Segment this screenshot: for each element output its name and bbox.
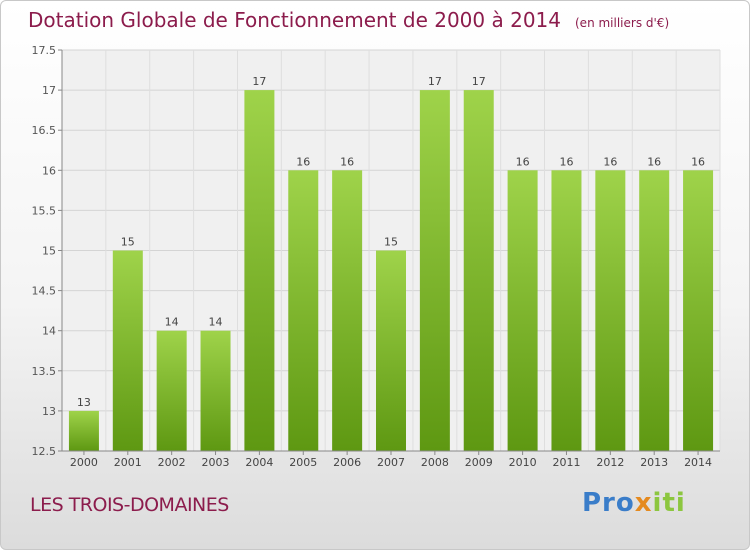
- bar: [419, 90, 450, 451]
- x-tick-label: 2006: [333, 456, 361, 469]
- bar-value-label: 17: [472, 75, 486, 88]
- y-tick-label: 16: [42, 164, 56, 177]
- bar: [68, 410, 99, 451]
- y-tick-label: 14.5: [32, 285, 57, 298]
- x-tick-label: 2012: [596, 456, 624, 469]
- x-tick-label: 2000: [70, 456, 98, 469]
- x-tick-label: 2011: [552, 456, 580, 469]
- bar-value-label: 14: [209, 316, 223, 329]
- x-tick-label: 2013: [640, 456, 668, 469]
- axes: 12.5 13 13.5 14 14.5 15 15.5 16 16.5 17 17.5 2000 20…: [32, 44, 720, 469]
- x-tick-label: 2004: [245, 456, 273, 469]
- y-tick-label: 17: [42, 84, 56, 97]
- x-tick-label: 2002: [158, 456, 186, 469]
- bar-value-label: 13: [77, 396, 91, 409]
- bar-value-label: 16: [340, 155, 354, 168]
- bar: [551, 170, 582, 452]
- bar: [200, 330, 231, 451]
- bar-value-label: 17: [252, 75, 266, 88]
- proxiti-logo[interactable]: Proxiti: [582, 488, 686, 518]
- bar: [156, 330, 187, 451]
- y-tick-label: 14: [42, 325, 56, 338]
- bar-value-label: 15: [384, 236, 398, 249]
- x-tick-label: 2005: [289, 456, 317, 469]
- place-name: LES TROIS-DOMAINES: [30, 494, 229, 516]
- bar: [112, 250, 143, 451]
- bar-value-label: 16: [516, 155, 530, 168]
- y-tick-label: 16.5: [32, 124, 57, 137]
- x-tick-label: 2014: [684, 456, 712, 469]
- logo-part-3: iti: [652, 488, 686, 518]
- y-tick-label: 13: [42, 405, 56, 418]
- chart-subtitle: (en milliers d'€): [575, 16, 670, 30]
- bar-value-label: 17: [428, 75, 442, 88]
- bar: [376, 250, 406, 451]
- x-tick-label: 2003: [202, 456, 230, 469]
- bar: [463, 90, 494, 451]
- y-tick-label: 15.5: [32, 204, 57, 217]
- chart-title: Dotation Globale de Fonctionnement de 20…: [28, 8, 669, 32]
- chart-title-text: Dotation Globale de Fonctionnement de 20…: [28, 8, 561, 32]
- bar-value-label: 16: [559, 155, 573, 168]
- logo-part-2: x: [634, 488, 653, 518]
- y-tick-label: 17.5: [32, 44, 57, 57]
- bar: [332, 170, 363, 452]
- y-tick-label: 13.5: [32, 365, 57, 378]
- bar-value-label: 16: [296, 155, 310, 168]
- bar-value-label: 16: [603, 155, 617, 168]
- logo-part-1: Pro: [582, 488, 635, 518]
- bar-value-label: 16: [647, 155, 661, 168]
- y-tick-label: 12.5: [32, 445, 57, 458]
- bar: [507, 170, 538, 452]
- x-tick-label: 2009: [465, 456, 493, 469]
- bar: [595, 170, 626, 452]
- bar: [639, 170, 670, 452]
- x-tick-label: 2007: [377, 456, 405, 469]
- x-tick-label: 2008: [421, 456, 449, 469]
- bar: [683, 170, 714, 452]
- y-tick-label: 15: [42, 245, 56, 258]
- bar-value-label: 16: [691, 155, 705, 168]
- bar-value-label: 14: [165, 316, 179, 329]
- bar: [288, 170, 319, 452]
- bar: [244, 90, 275, 451]
- x-tick-label: 2010: [509, 456, 537, 469]
- x-tick-label: 2001: [114, 456, 142, 469]
- bars: 13 15 14 14 17 16 16 15 17 17 16 16 16 16 16: [68, 75, 714, 452]
- bar-value-label: 15: [121, 236, 135, 249]
